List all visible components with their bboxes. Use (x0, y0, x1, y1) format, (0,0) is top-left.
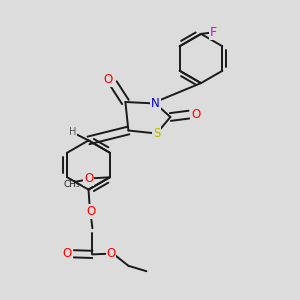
Text: F: F (210, 26, 217, 39)
Text: O: O (103, 73, 112, 86)
Text: H: H (69, 127, 76, 137)
Text: O: O (63, 247, 72, 260)
Text: CH₃: CH₃ (63, 180, 80, 189)
Text: O: O (106, 247, 116, 260)
Text: O: O (86, 205, 95, 218)
Text: O: O (84, 172, 93, 185)
Text: O: O (191, 108, 200, 121)
Text: S: S (153, 127, 160, 140)
Text: N: N (151, 97, 160, 110)
